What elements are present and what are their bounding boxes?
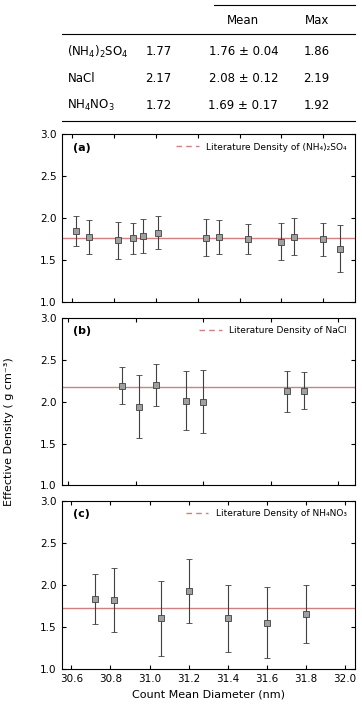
X-axis label: Count Mean Diameter (nm): Count Mean Diameter (nm)	[132, 689, 285, 699]
Text: 1.92: 1.92	[303, 99, 330, 112]
Text: Effective Density ( g cm⁻³): Effective Density ( g cm⁻³)	[4, 357, 14, 505]
Text: (b): (b)	[73, 326, 91, 336]
Legend: Literature Density of (NH₄)₂SO₄: Literature Density of (NH₄)₂SO₄	[173, 139, 350, 155]
Text: NaCl: NaCl	[67, 73, 95, 86]
Text: 2.17: 2.17	[145, 73, 172, 86]
Text: 2.19: 2.19	[303, 73, 330, 86]
Text: (a): (a)	[73, 143, 91, 153]
Legend: Literature Density of NaCl: Literature Density of NaCl	[195, 322, 350, 339]
Text: NH$_4$NO$_3$: NH$_4$NO$_3$	[67, 98, 115, 113]
Text: 1.76 ± 0.04: 1.76 ± 0.04	[209, 45, 278, 58]
Text: 2.08 ± 0.12: 2.08 ± 0.12	[209, 73, 278, 86]
Text: (NH$_4$)$_2$SO$_4$: (NH$_4$)$_2$SO$_4$	[67, 44, 129, 60]
Text: 1.69 ± 0.17: 1.69 ± 0.17	[209, 99, 278, 112]
Text: Mean: Mean	[227, 14, 260, 27]
Text: (c): (c)	[73, 509, 90, 519]
Text: Max: Max	[304, 14, 329, 27]
Text: 1.72: 1.72	[145, 99, 172, 112]
Text: 1.86: 1.86	[304, 45, 330, 58]
Text: 1.77: 1.77	[145, 45, 172, 58]
Legend: Literature Density of NH₄NO₃: Literature Density of NH₄NO₃	[182, 505, 350, 521]
